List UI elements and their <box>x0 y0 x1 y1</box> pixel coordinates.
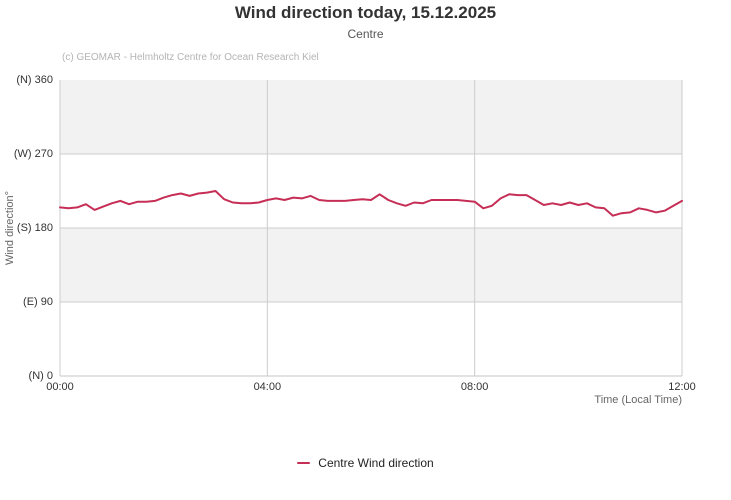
y-axis-title: Wind direction° <box>4 190 16 266</box>
x-tick-label: 12:00 <box>668 381 696 393</box>
y-tick-label: (W) 270 <box>13 148 53 160</box>
credit-text: (c) GEOMAR - Helmholtz Centre for Ocean … <box>62 52 319 63</box>
plot-band <box>60 80 682 154</box>
legend-line-marker <box>297 462 311 464</box>
y-tick-label: (S) 180 <box>16 222 53 234</box>
x-axis-title: Time (Local Time) <box>594 394 682 406</box>
x-tick-label: 04:00 <box>253 381 282 393</box>
series-line-centre-wind-direction[interactable] <box>59 190 683 217</box>
chart-title: Wind direction today, 15.12.2025 <box>234 3 497 22</box>
y-tick-label: (N) 0 <box>28 370 53 382</box>
legend-item-label: Centre Wind direction <box>318 456 434 470</box>
plot-band <box>60 228 682 302</box>
y-tick-label: (N) 360 <box>16 74 53 86</box>
chart-subtitle: Centre <box>347 27 384 41</box>
x-tick-label: 08:00 <box>460 381 489 393</box>
x-tick-label: 00:00 <box>46 381 74 393</box>
legend: Centre Wind direction <box>0 456 731 470</box>
y-tick-label: (E) 90 <box>23 296 53 308</box>
legend-item-centre-wind-direction[interactable]: Centre Wind direction <box>297 456 434 470</box>
